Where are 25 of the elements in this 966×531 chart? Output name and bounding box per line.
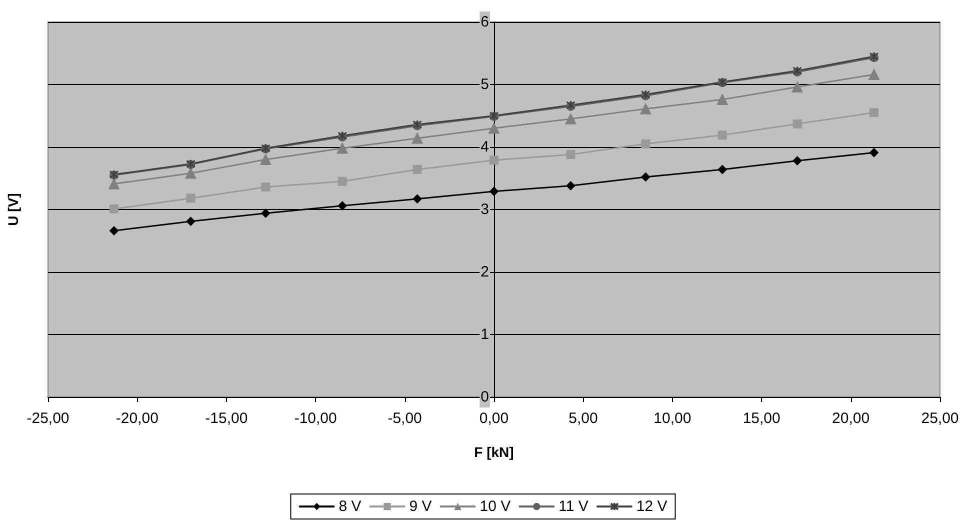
- y-tick-label: 0: [480, 388, 489, 406]
- x-tick-label: 0,00: [479, 410, 509, 427]
- legend-label: 8 V: [338, 498, 362, 515]
- y-tick-label: 5: [480, 76, 489, 93]
- legend-label: 9 V: [409, 498, 432, 515]
- x-tick-label: -15,00: [205, 410, 248, 427]
- x-tick-label: -10,00: [294, 410, 337, 427]
- y-tick-label: 3: [480, 201, 489, 218]
- x-tick-label: 20,00: [832, 410, 870, 427]
- x-tick-label: -25,00: [26, 410, 70, 427]
- y-tick-label: 2: [480, 264, 489, 280]
- x-tick-label: 15,00: [742, 410, 780, 427]
- x-tick-label: -20,00: [116, 410, 158, 427]
- x-tick-label: 5,00: [568, 410, 598, 427]
- y-tick-label: 1: [480, 326, 489, 343]
- x-tick-label: -5,00: [388, 410, 422, 427]
- legend-label: 10 V: [480, 498, 511, 515]
- y-axis-title: U [V]: [5, 193, 21, 226]
- x-tick-label: 10,00: [654, 410, 692, 427]
- legend-label: 12 V: [636, 498, 668, 515]
- x-tick-label: 25,00: [921, 410, 959, 427]
- y-tick-label: 6: [480, 14, 489, 30]
- legend-label: 11 V: [558, 498, 588, 515]
- y-tick-label: 4: [480, 138, 489, 156]
- x-axis-title: F [kN]: [474, 444, 514, 460]
